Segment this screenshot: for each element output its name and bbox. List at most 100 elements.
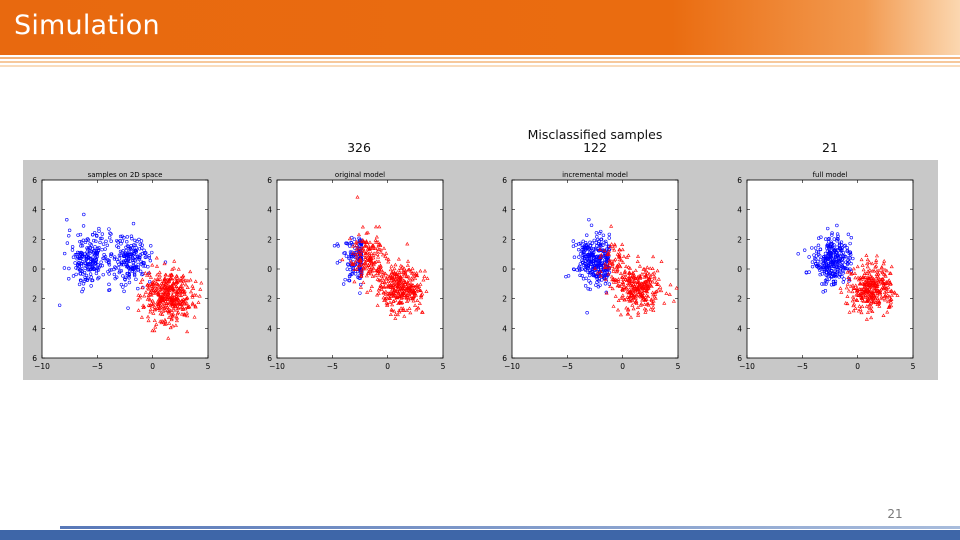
point-red <box>146 303 151 307</box>
point-blue <box>842 265 847 270</box>
point-red <box>611 246 616 250</box>
point-red <box>424 289 429 293</box>
point-blue <box>604 275 609 279</box>
point-red <box>143 290 148 294</box>
point-blue <box>103 247 107 251</box>
y-tick-label: 6 <box>267 354 272 363</box>
point-red <box>147 272 152 277</box>
point-red <box>620 288 625 292</box>
point-blue <box>124 283 128 287</box>
point-red <box>839 290 844 294</box>
point-blue <box>85 263 90 267</box>
point-red <box>625 255 630 259</box>
point-red <box>146 314 151 319</box>
point-red <box>870 269 875 273</box>
point-blue <box>844 260 848 264</box>
point-red <box>149 293 154 297</box>
point-red <box>152 328 157 333</box>
point-red <box>865 287 870 291</box>
point-blue <box>589 223 594 227</box>
point-red <box>169 285 174 289</box>
point-red <box>157 270 162 274</box>
page-number: 21 <box>887 507 903 521</box>
point-red <box>179 311 184 316</box>
point-red <box>857 281 862 286</box>
point-red <box>864 286 869 290</box>
point-red <box>850 271 855 275</box>
point-red <box>852 271 857 275</box>
point-red <box>393 277 398 281</box>
point-red <box>883 297 888 302</box>
point-blue <box>849 261 853 266</box>
point-red <box>140 277 145 282</box>
point-red <box>152 318 157 323</box>
point-blue <box>824 264 828 268</box>
point-red <box>414 283 419 288</box>
point-red <box>647 271 652 276</box>
point-red <box>885 293 890 297</box>
point-red <box>162 261 167 266</box>
point-red <box>397 293 402 298</box>
point-red <box>640 291 645 295</box>
point-blue <box>122 260 126 265</box>
point-red <box>375 245 380 250</box>
point-red <box>167 321 172 325</box>
point-red <box>881 313 886 317</box>
point-red <box>373 238 378 242</box>
point-blue <box>97 265 101 270</box>
point-red <box>844 285 849 290</box>
point-blue <box>351 268 356 272</box>
point-blue <box>85 278 90 282</box>
x-tick-label: 0 <box>150 362 155 371</box>
point-blue <box>607 236 611 240</box>
point-blue <box>594 246 598 251</box>
point-red <box>347 236 352 241</box>
point-blue <box>599 237 603 242</box>
point-red <box>613 257 618 261</box>
point-red <box>622 272 627 276</box>
point-blue <box>571 244 576 248</box>
point-red <box>359 273 364 278</box>
point-red <box>635 288 640 292</box>
point-red <box>399 266 404 270</box>
point-blue <box>814 257 818 262</box>
point-red <box>621 254 626 259</box>
point-red <box>174 292 179 296</box>
plot-title: samples on 2D space <box>88 171 163 179</box>
point-blue <box>346 263 350 267</box>
point-blue <box>841 280 845 284</box>
point-blue <box>135 255 140 259</box>
point-blue <box>837 260 842 264</box>
point-red <box>615 252 620 256</box>
point-blue <box>357 236 361 240</box>
point-red <box>393 262 398 267</box>
point-blue <box>100 232 105 236</box>
point-blue <box>595 235 599 239</box>
point-blue <box>822 267 827 272</box>
point-blue <box>580 258 584 263</box>
point-blue <box>814 264 819 268</box>
point-red <box>387 291 392 295</box>
point-blue <box>102 256 106 260</box>
point-red <box>876 268 882 272</box>
point-red <box>145 297 150 301</box>
point-red <box>631 275 636 280</box>
point-red <box>362 239 367 244</box>
point-red <box>884 289 889 294</box>
point-blue <box>90 232 95 237</box>
point-blue <box>95 233 99 238</box>
point-red <box>408 287 413 291</box>
point-blue <box>582 255 587 259</box>
point-blue <box>127 250 131 255</box>
point-red <box>359 271 364 275</box>
point-blue <box>150 250 154 255</box>
point-red <box>184 310 190 315</box>
point-red <box>376 255 381 259</box>
point-red <box>170 272 175 277</box>
point-blue <box>135 239 139 244</box>
point-blue <box>136 268 141 272</box>
y-tick-label: 6 <box>32 176 37 185</box>
point-red <box>399 296 404 300</box>
data-points <box>57 212 204 340</box>
point-red <box>851 266 856 271</box>
